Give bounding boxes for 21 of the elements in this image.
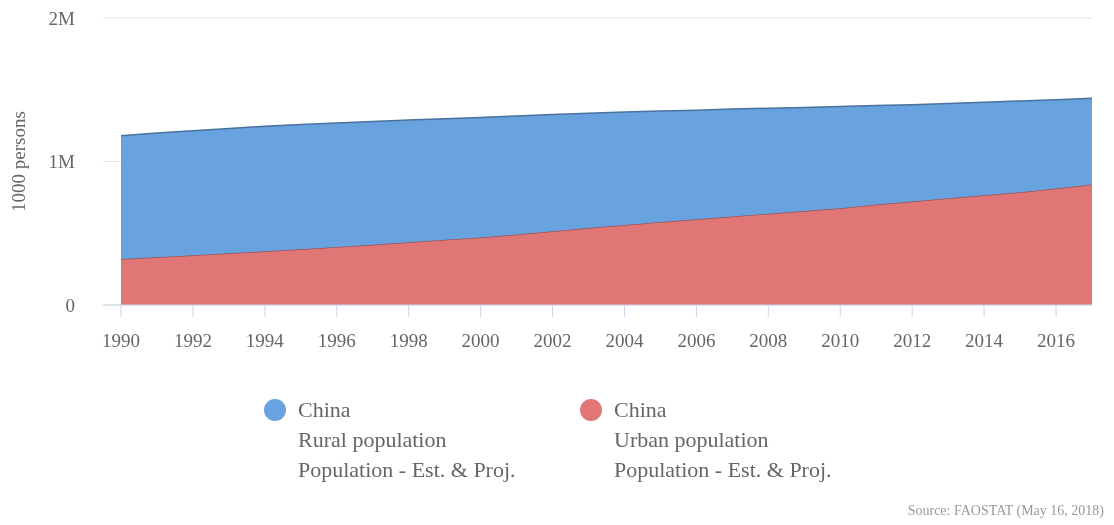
x-tick-label: 1996 [317,330,356,351]
x-tick-label: 2006 [677,330,716,351]
y-tick-label: 1M [48,151,76,173]
y-axis-title: 1000 persons [8,111,29,212]
y-tick-label: 2M [48,7,76,29]
x-tick-label: 1992 [173,330,212,351]
legend-label: China Urban population Population - Est. & Proj. [614,397,832,482]
x-tick-label: 2002 [533,330,572,351]
x-tick-label: 2014 [965,330,1004,351]
y-tick-label: 0 [65,294,75,316]
x-tick-label: 2004 [605,330,644,351]
x-tick-label: 2016 [1037,330,1076,351]
x-tick-label: 1990 [101,330,140,351]
x-tick-label: 1998 [389,330,428,351]
source-note: Source: FAOSTAT (May 16, 2018) [907,503,1105,519]
legend-label: China Rural population Population - Est. & Proj. [298,397,516,482]
x-tick-label: 2012 [893,330,932,351]
x-tick-label: 2008 [749,330,788,351]
x-tick-label: 1994 [245,330,285,351]
x-tick-label: 2000 [461,330,500,351]
x-tick-label: 2010 [821,330,860,351]
